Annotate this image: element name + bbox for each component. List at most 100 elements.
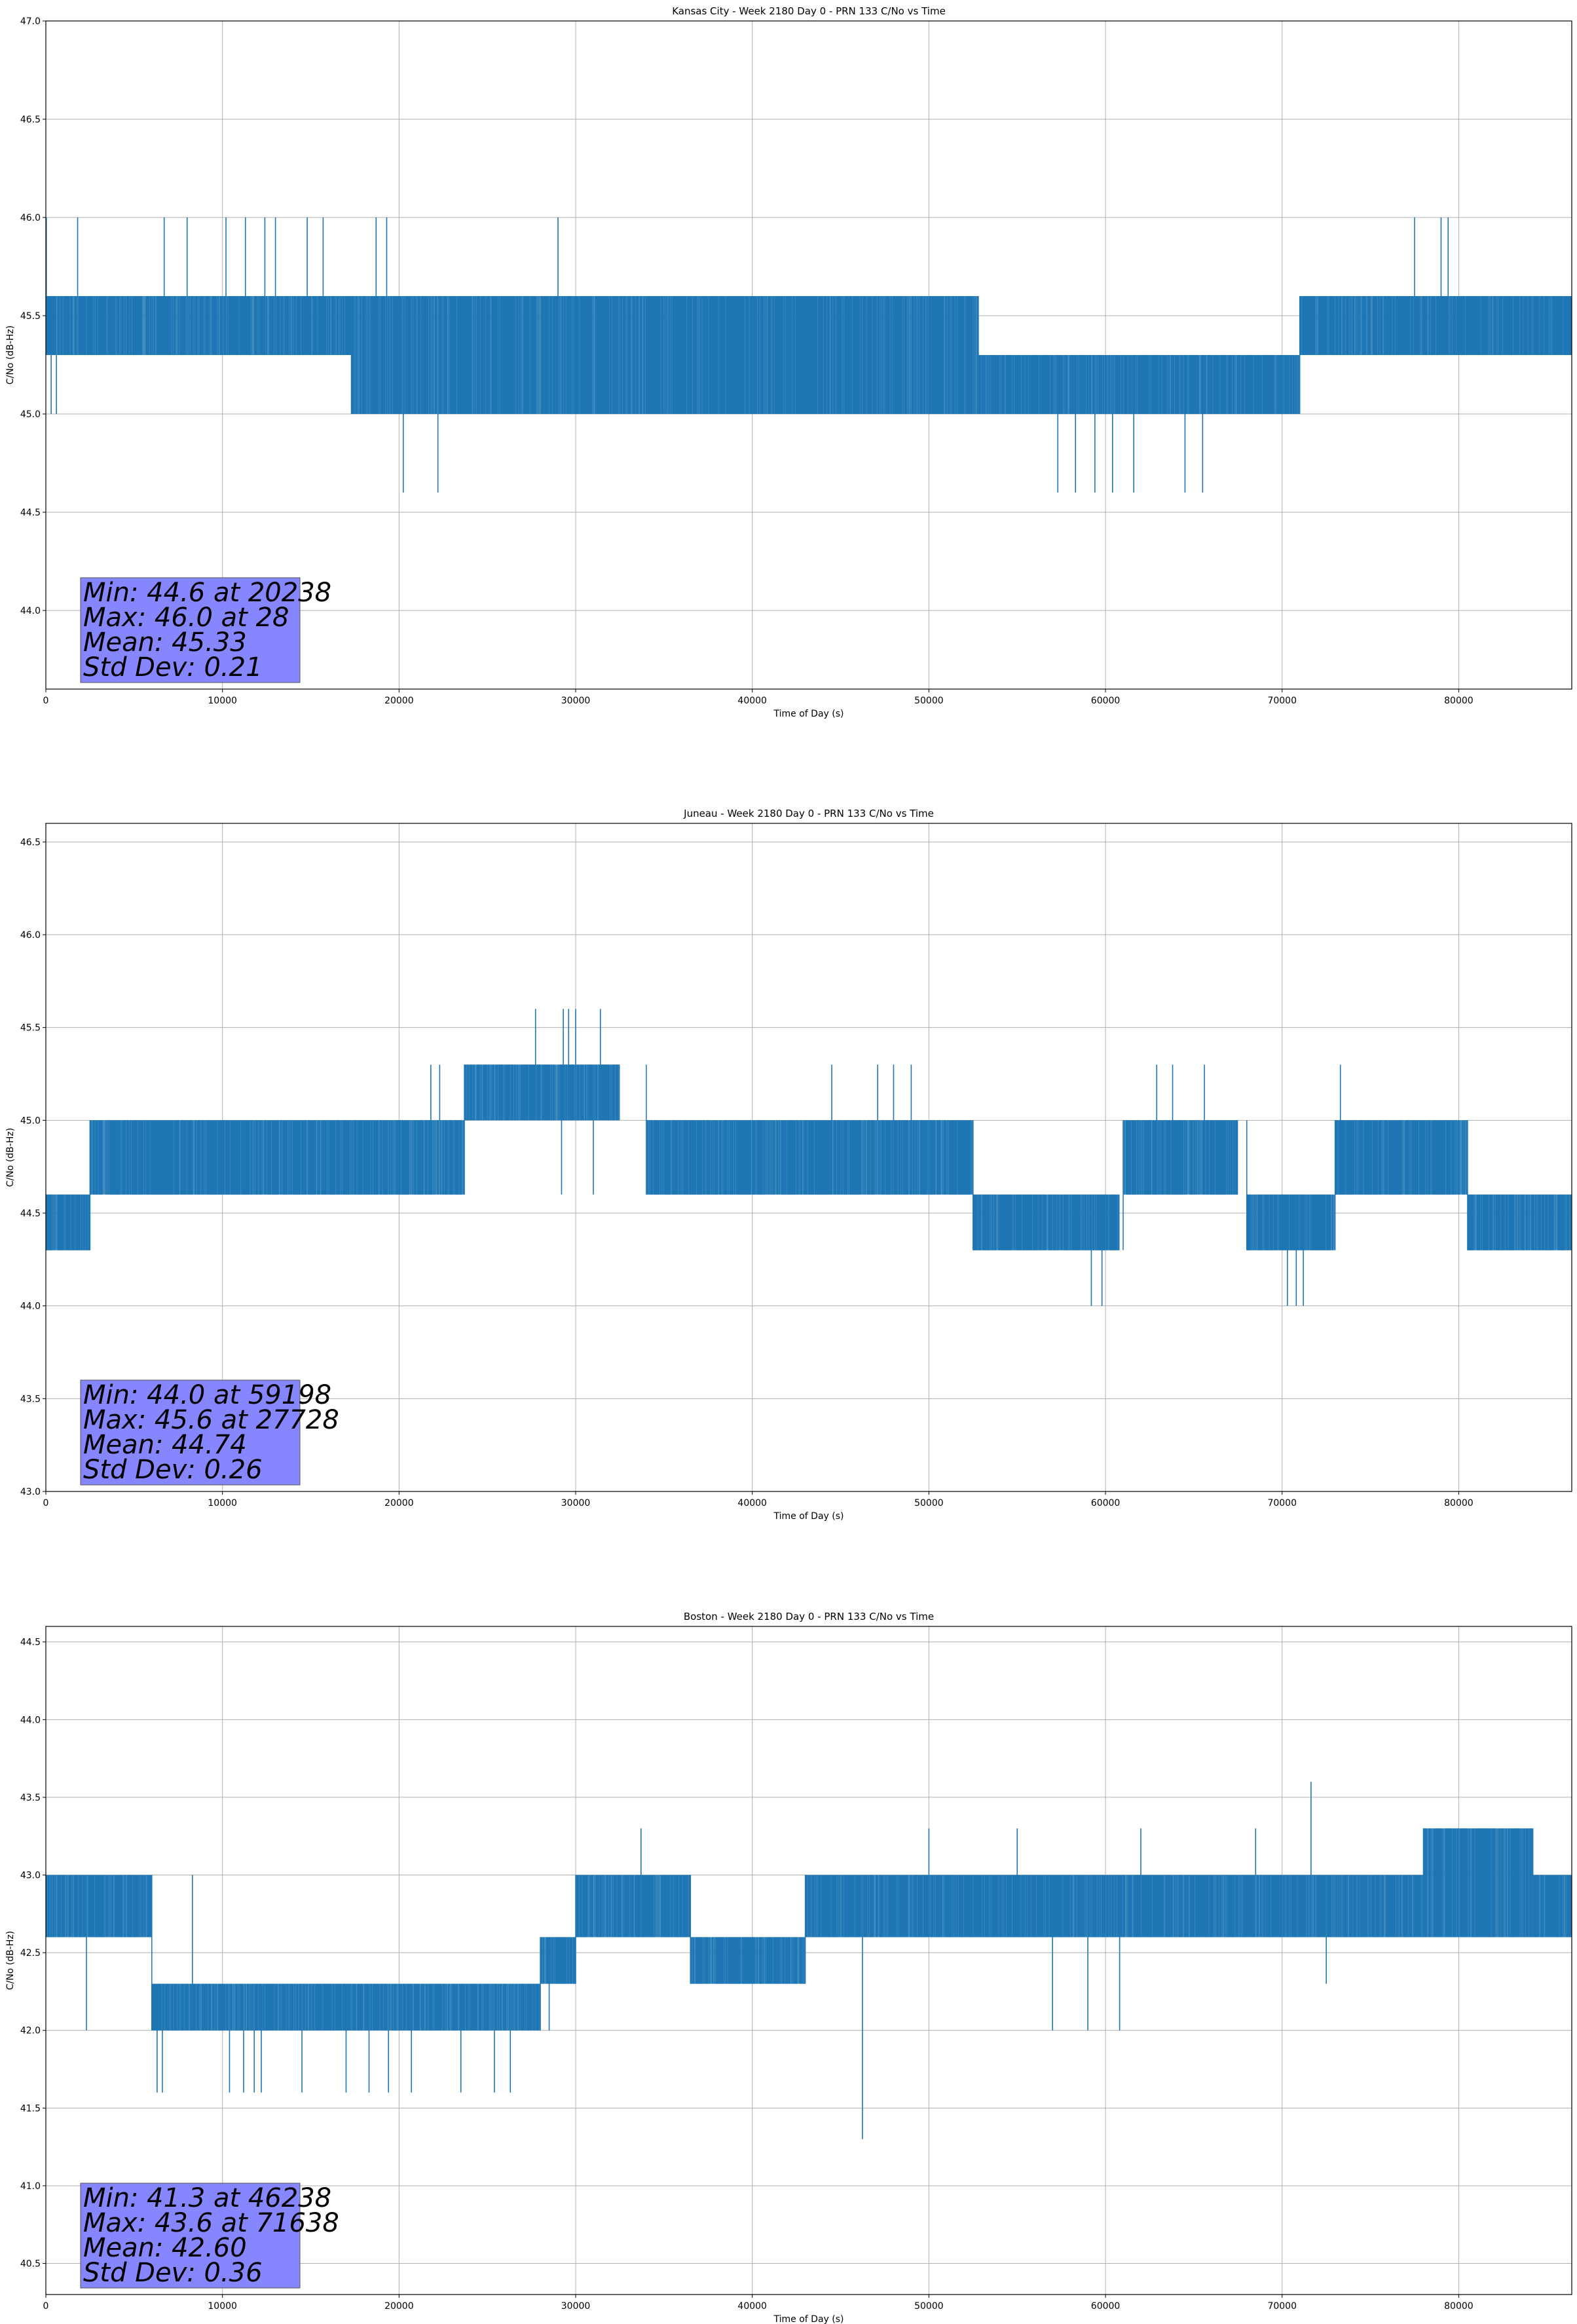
y-tick-label: 46.0 xyxy=(20,213,41,223)
stats-box xyxy=(80,2183,301,2289)
stats-line: Std Dev: 0.36 xyxy=(83,2258,263,2288)
y-tick-label: 44.5 xyxy=(20,508,41,518)
cno-band-segment xyxy=(973,1194,1120,1250)
chart-title: Kansas City - Week 2180 Day 0 - PRN 133 … xyxy=(672,5,946,17)
y-axis-label: C/No (dB-Hz) xyxy=(5,326,16,384)
cno-band-segment xyxy=(805,1875,1424,1938)
x-tick-label: 0 xyxy=(43,2301,49,2312)
cno-band-segment xyxy=(1246,1194,1335,1250)
y-tick-label: 43.5 xyxy=(20,1394,41,1404)
chart-panel-2: 0 10000 20000 30000 40000 50000 60000 70000 8000… xyxy=(5,1611,1572,2324)
y-tick-label: 45.5 xyxy=(20,311,41,322)
x-axis-label: Time of Day (s) xyxy=(773,1511,844,1522)
axes-frame xyxy=(45,1626,1572,2295)
cno-band-segment xyxy=(90,1120,408,1195)
x-tick-label: 10000 xyxy=(208,2301,237,2312)
axes-frame xyxy=(45,823,1572,1492)
chart-title: Boston - Week 2180 Day 0 - PRN 133 C/No … xyxy=(684,1611,934,1622)
cno-band-segment xyxy=(1335,1120,1468,1195)
cno-band-segment xyxy=(646,1120,973,1195)
y-tick-label: 43.0 xyxy=(20,1487,41,1497)
x-tick-label: 60000 xyxy=(1091,1498,1121,1509)
cno-series xyxy=(45,217,1572,493)
y-axis-label: C/No (dB-Hz) xyxy=(5,1931,16,1990)
x-tick-label: 40000 xyxy=(737,2301,767,2312)
cno-band-segment xyxy=(351,296,978,414)
cno-band-segment xyxy=(46,1194,90,1250)
stats-line: Mean: 45.33 xyxy=(83,628,247,658)
y-tick-label: 44.0 xyxy=(20,1302,41,1312)
cno-band-segment xyxy=(978,355,1300,414)
stats-line: Max: 45.6 at 27728 xyxy=(83,1405,339,1435)
y-tick-label: 44.5 xyxy=(20,1638,41,1648)
y-tick-label: 45.0 xyxy=(20,409,41,420)
stats-line: Std Dev: 0.26 xyxy=(83,1455,263,1485)
stats-box xyxy=(80,1379,301,1486)
x-tick-label: 10000 xyxy=(208,1498,237,1509)
x-tick-label: 10000 xyxy=(208,696,237,706)
y-tick-label: 43.5 xyxy=(20,1793,41,1803)
y-axis-label: C/No (dB-Hz) xyxy=(5,1128,16,1187)
x-tick-label: 0 xyxy=(43,1498,49,1509)
stats-line: Max: 46.0 at 28 xyxy=(83,603,289,633)
stats-line: Min: 44.6 at 20238 xyxy=(83,578,331,608)
y-tick-label: 46.0 xyxy=(20,930,41,941)
x-tick-label: 80000 xyxy=(1444,2301,1474,2312)
cno-band-segment xyxy=(1123,1120,1238,1195)
y-tick-label: 44.0 xyxy=(20,606,41,616)
cno-band-segment xyxy=(407,1120,465,1195)
y-tick-label: 41.5 xyxy=(20,2103,41,2114)
cno-band-segment xyxy=(151,1983,541,2031)
cno-band-segment xyxy=(690,1937,806,1984)
x-tick-label: 60000 xyxy=(1091,696,1121,706)
chart-title: Juneau - Week 2180 Day 0 - PRN 133 C/No … xyxy=(683,808,934,819)
x-tick-label: 80000 xyxy=(1444,1498,1474,1509)
y-tick-label: 43.0 xyxy=(20,1871,41,1881)
x-tick-label: 70000 xyxy=(1267,696,1297,706)
cno-band-segment xyxy=(1467,1194,1572,1250)
x-tick-label: 80000 xyxy=(1444,696,1474,706)
stats-line: Std Dev: 0.21 xyxy=(83,652,263,683)
cno-band-segment xyxy=(1299,296,1572,355)
y-tick-label: 40.5 xyxy=(20,2259,41,2270)
x-tick-label: 50000 xyxy=(914,2301,944,2312)
stats-line: Min: 44.0 at 59198 xyxy=(83,1380,331,1410)
cno-band-segment xyxy=(576,1875,691,1938)
x-tick-label: 40000 xyxy=(737,696,767,706)
y-tick-label: 45.5 xyxy=(20,1023,41,1034)
cno-band-segment xyxy=(540,1937,576,1984)
y-tick-label: 47.0 xyxy=(20,16,41,27)
y-tick-label: 42.5 xyxy=(20,1948,41,1959)
cno-band-segment xyxy=(46,296,352,355)
x-tick-label: 30000 xyxy=(561,1498,591,1509)
y-tick-label: 42.0 xyxy=(20,2026,41,2036)
stats-line: Mean: 44.74 xyxy=(83,1430,247,1460)
y-tick-label: 46.5 xyxy=(20,115,41,125)
x-tick-label: 70000 xyxy=(1267,1498,1297,1509)
chart-panel-0: 0 10000 20000 30000 40000 50000 60000 70000 8000… xyxy=(5,5,1572,719)
cno-band-segment xyxy=(1423,1828,1533,1938)
stats-line: Min: 41.3 at 46238 xyxy=(83,2183,331,2213)
x-tick-label: 20000 xyxy=(384,696,414,706)
x-axis-label: Time of Day (s) xyxy=(773,2314,844,2324)
x-tick-label: 50000 xyxy=(914,696,944,706)
cno-series xyxy=(45,1782,1572,2139)
x-tick-label: 40000 xyxy=(737,1498,767,1509)
x-tick-label: 20000 xyxy=(384,1498,414,1509)
x-tick-label: 0 xyxy=(43,696,49,706)
axes-frame xyxy=(45,20,1572,690)
stats-line: Max: 43.6 at 71638 xyxy=(83,2208,339,2238)
x-tick-label: 70000 xyxy=(1267,2301,1297,2312)
cno-band-segment xyxy=(464,1064,620,1121)
y-tick-label: 46.5 xyxy=(20,837,41,848)
x-tick-label: 50000 xyxy=(914,1498,944,1509)
x-tick-label: 60000 xyxy=(1091,2301,1121,2312)
y-tick-label: 44.0 xyxy=(20,1715,41,1725)
cno-band-segment xyxy=(46,1875,152,1938)
cno-series xyxy=(45,1009,1572,1306)
stats-box xyxy=(80,577,301,683)
y-tick-label: 44.5 xyxy=(20,1209,41,1219)
y-tick-label: 45.0 xyxy=(20,1115,41,1126)
x-tick-label: 30000 xyxy=(561,2301,591,2312)
